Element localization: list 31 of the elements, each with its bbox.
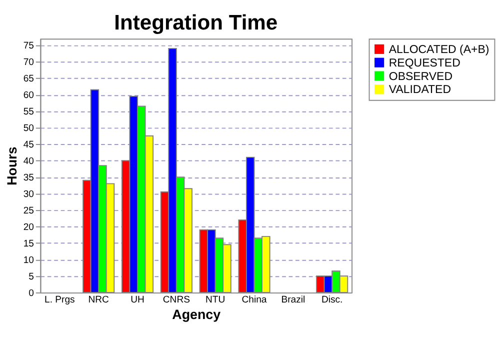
legend-label: ALLOCATED (A+B) [388, 44, 490, 56]
x-tick-label: CNRS [162, 294, 190, 306]
x-tick-label: L. Prgs [44, 294, 76, 306]
y-tick-label: 25 [23, 205, 34, 216]
y-tick-label: 70 [23, 57, 34, 68]
y-tick-label: 45 [23, 139, 34, 150]
y-tick-label: 60 [23, 90, 34, 102]
x-tick-label: NTU [206, 294, 226, 306]
y-tick-label: 35 [23, 172, 34, 184]
x-axis-title: Agency [172, 306, 222, 322]
y-tick-label: 15 [23, 238, 34, 250]
x-tick-label: China [242, 294, 268, 306]
x-tick-label: Disc. [321, 294, 343, 306]
legend-label: VALIDATED [388, 84, 452, 96]
y-tick-label: 40 [23, 156, 34, 167]
x-tick-label: Brazil [281, 294, 306, 306]
y-tick-label: 0 [28, 288, 34, 299]
y-tick-label: 50 [23, 122, 34, 134]
y-tick-label: 10 [23, 254, 34, 266]
y-tick-label: 55 [23, 106, 34, 118]
y-axis-title: Hours [4, 146, 20, 186]
x-tick-label: UH [130, 294, 145, 306]
legend-label: REQUESTED [388, 57, 460, 70]
y-tick-label: 5 [28, 271, 34, 282]
y-tick-label: 65 [23, 74, 34, 85]
y-tick-label: 75 [23, 40, 34, 52]
x-tick-label: NRC [88, 294, 110, 306]
y-tick-label: 30 [23, 188, 34, 200]
y-tick-label: 20 [23, 222, 34, 233]
legend-label: OBSERVED [388, 70, 453, 83]
chart-title: Integration Time [114, 12, 278, 35]
